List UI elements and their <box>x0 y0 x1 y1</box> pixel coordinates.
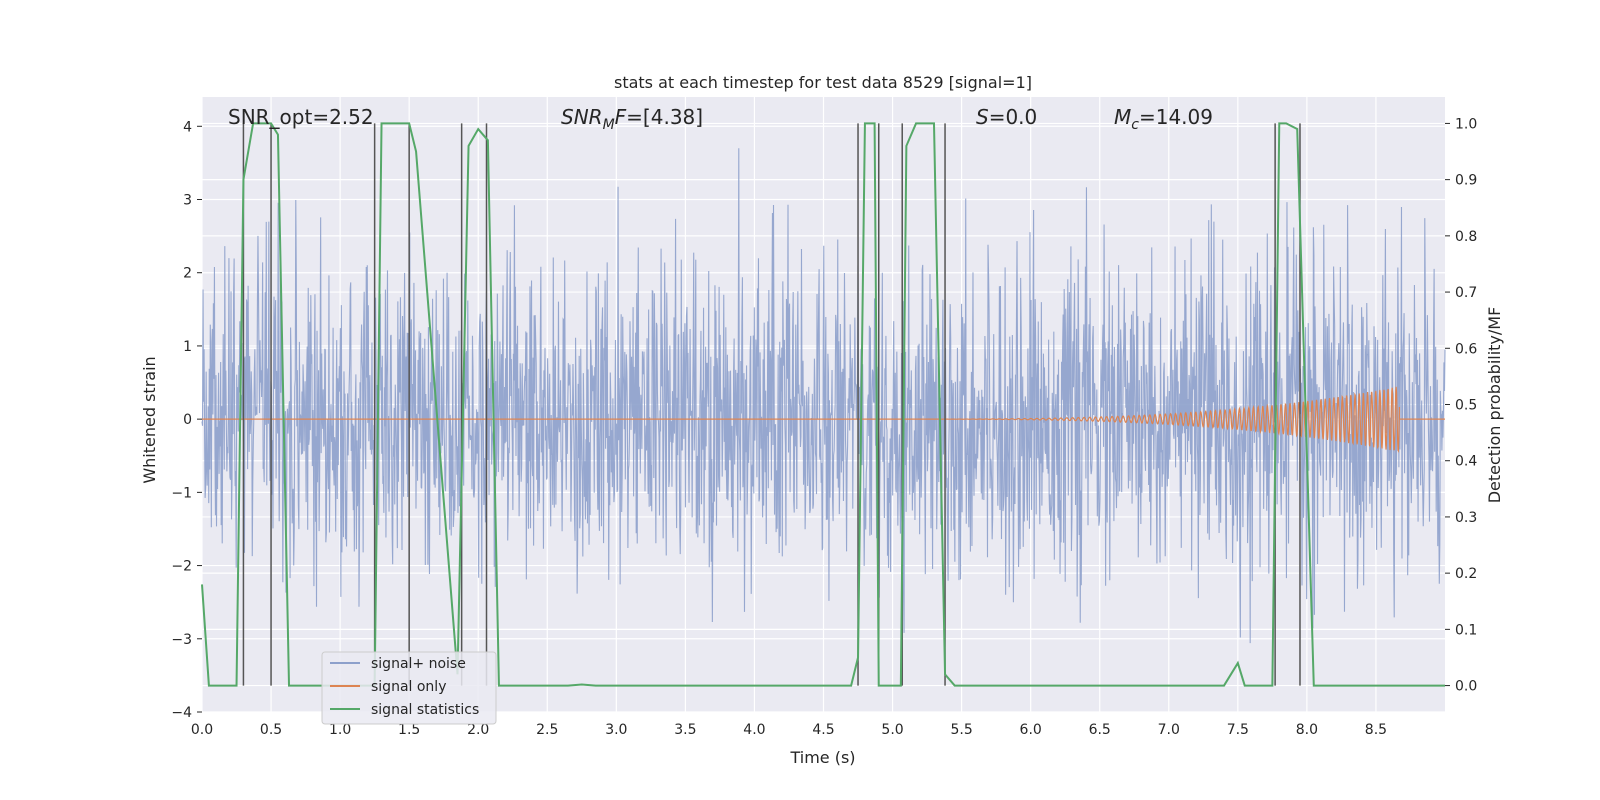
annotation-snr-mf-var: SNR <box>561 105 603 129</box>
x-tick-label: 6.5 <box>1089 722 1111 738</box>
y-tick-label: −2 <box>171 559 192 575</box>
x-tick-label: 0.5 <box>260 722 282 738</box>
annotation-snr-mf: SNRMF=[4.38] <box>561 105 703 133</box>
y-tick-label: −4 <box>171 705 192 721</box>
annotation-s: S=0.0 <box>976 105 1037 129</box>
x-tick-label: 3.0 <box>605 722 627 738</box>
y-tick-label: −1 <box>171 485 192 501</box>
series-signal-only <box>202 386 1445 453</box>
x-tick-label: 1.0 <box>329 722 351 738</box>
annotation-mc-rest: =14.09 <box>1139 105 1213 129</box>
annotations: SNR_opt=2.52 SNRMF=[4.38] S=0.0 Mc=14.09 <box>228 105 1213 133</box>
legend: signal+ noise signal only signal statist… <box>321 651 497 725</box>
y-tick-label: 2 <box>183 266 192 282</box>
annotation-mc: Mc=14.09 <box>1114 105 1213 133</box>
y2-tick-label: 0.2 <box>1455 566 1477 582</box>
x-tick-label: 7.0 <box>1158 722 1180 738</box>
y-tick-label: 4 <box>183 119 192 135</box>
y2-tick-label: 0.6 <box>1455 341 1477 357</box>
annotation-snr-opt: SNR_opt=2.52 <box>228 105 374 129</box>
x-tick-label: 3.5 <box>674 722 696 738</box>
x-tick-label: 8.0 <box>1296 722 1318 738</box>
annotation-s-rest: =0.0 <box>989 105 1038 129</box>
x-tick-label: 4.0 <box>743 722 765 738</box>
x-tick-label: 0.0 <box>191 722 213 738</box>
x-tick-label: 6.0 <box>1020 722 1042 738</box>
y2-tick-label: 0.3 <box>1455 510 1477 526</box>
x-tick-label: 5.0 <box>881 722 903 738</box>
y2-axis-ticks: 0.0 0.1 0.2 0.3 0.4 0.5 0.6 0.7 0.8 0.9 1.0 <box>1445 116 1477 695</box>
x-tick-label: 2.0 <box>467 722 489 738</box>
legend-box <box>321 651 497 725</box>
vlines-layer <box>242 123 1301 686</box>
x-tick-label: 7.5 <box>1227 722 1249 738</box>
y-tick-label: 1 <box>183 339 192 355</box>
chart-title: stats at each timestep for test data 852… <box>614 73 1032 92</box>
y-tick-label: 0 <box>183 412 192 428</box>
annotation-mc-sub: c <box>1131 117 1139 133</box>
x-tick-label: 2.5 <box>536 722 558 738</box>
series-signal-statistics <box>201 122 1445 687</box>
y2-tick-label: 0.8 <box>1455 229 1477 245</box>
annotation-snr-mf-rest: =[4.38] <box>626 105 703 129</box>
x-axis-label: Time (s) <box>789 748 855 767</box>
y-axis-ticks: −4 −3 −2 −1 0 1 2 3 4 <box>171 119 202 721</box>
legend-label-noise: signal+ noise <box>371 656 466 672</box>
x-tick-label: 5.5 <box>950 722 972 738</box>
x-tick-label: 8.5 <box>1365 722 1387 738</box>
y-tick-label: 3 <box>183 193 192 209</box>
annotation-snr-mf-rest-var: F <box>615 105 627 129</box>
y2-axis-label: Detection probability/MF <box>1485 307 1504 504</box>
x-axis-ticks: 0.0 0.5 1.0 1.5 2.0 2.5 3.0 3.5 4.0 4.5 5.0 5.5 6.0 6… <box>191 722 1387 738</box>
annotation-s-var: S <box>976 105 989 129</box>
y2-tick-label: 0.1 <box>1455 622 1477 638</box>
y2-tick-label: 0.4 <box>1455 454 1477 470</box>
chirp-layer <box>202 386 1445 453</box>
x-tick-label: 1.5 <box>398 722 420 738</box>
legend-label-stat: signal statistics <box>371 702 479 718</box>
y-axis-label: Whitened strain <box>140 356 159 483</box>
stat-layer <box>201 122 1445 687</box>
y2-tick-label: 0.7 <box>1455 285 1477 301</box>
annotation-mc-var: M <box>1114 105 1131 129</box>
x-tick-label: 4.5 <box>812 722 834 738</box>
legend-label-signal: signal only <box>371 679 446 695</box>
y-tick-label: −3 <box>171 632 192 648</box>
annotation-snr-mf-sub: M <box>603 117 615 133</box>
y2-tick-label: 0.9 <box>1455 173 1477 189</box>
y2-tick-label: 1.0 <box>1455 116 1477 132</box>
y2-tick-label: 0.5 <box>1455 398 1477 414</box>
y2-tick-label: 0.0 <box>1455 679 1477 695</box>
